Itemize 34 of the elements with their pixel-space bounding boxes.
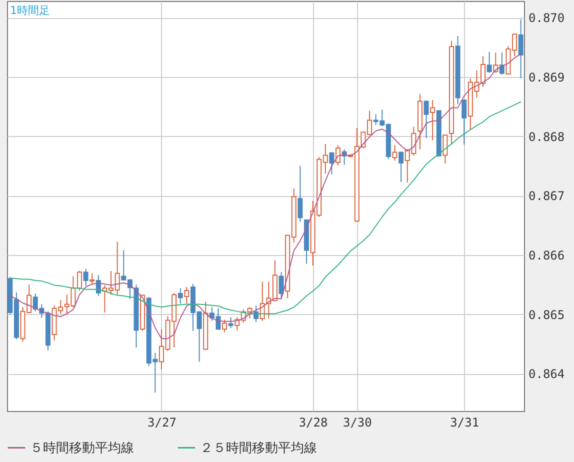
y-tick-label: 0.866 bbox=[528, 248, 565, 262]
candlestick bbox=[298, 165, 303, 222]
chart-title: 1時間足 bbox=[10, 3, 50, 18]
candlestick bbox=[430, 100, 436, 141]
candlestick bbox=[228, 316, 234, 328]
x-tick-label: 3/30 bbox=[342, 416, 372, 430]
y-tick-label: 0.868 bbox=[528, 130, 565, 144]
legend-label: ２５時間移動平均線 bbox=[200, 440, 317, 455]
candlestick bbox=[499, 52, 504, 76]
legend-label: ５時間移動平均線 bbox=[30, 440, 134, 455]
x-tick-label: 3/27 bbox=[148, 416, 176, 430]
candlestick bbox=[83, 268, 88, 286]
candlestick bbox=[392, 144, 398, 162]
candlestick bbox=[462, 98, 467, 146]
y-tick-label: 0.867 bbox=[528, 189, 565, 204]
x-tick-label: 3/28 bbox=[298, 416, 328, 430]
candlestick bbox=[278, 272, 284, 299]
candlestick bbox=[442, 134, 448, 164]
candlestick bbox=[222, 319, 228, 333]
y-tick-label: 0.869 bbox=[528, 70, 565, 84]
candlestick bbox=[329, 152, 334, 175]
candlestick bbox=[518, 18, 524, 79]
x-tick-label: 3/31 bbox=[450, 416, 480, 430]
y-tick-label: 0.865 bbox=[528, 308, 565, 322]
candlestick bbox=[398, 151, 404, 182]
candlestick bbox=[178, 288, 183, 304]
candlestick bbox=[77, 270, 82, 292]
candlestick bbox=[336, 144, 341, 166]
candlestick bbox=[486, 52, 492, 74]
y-tick-label: 0.870 bbox=[528, 11, 565, 26]
candlestick bbox=[90, 272, 95, 286]
y-tick-label: 0.864 bbox=[528, 367, 565, 382]
candlestick bbox=[184, 286, 190, 304]
candlestick bbox=[424, 100, 429, 139]
